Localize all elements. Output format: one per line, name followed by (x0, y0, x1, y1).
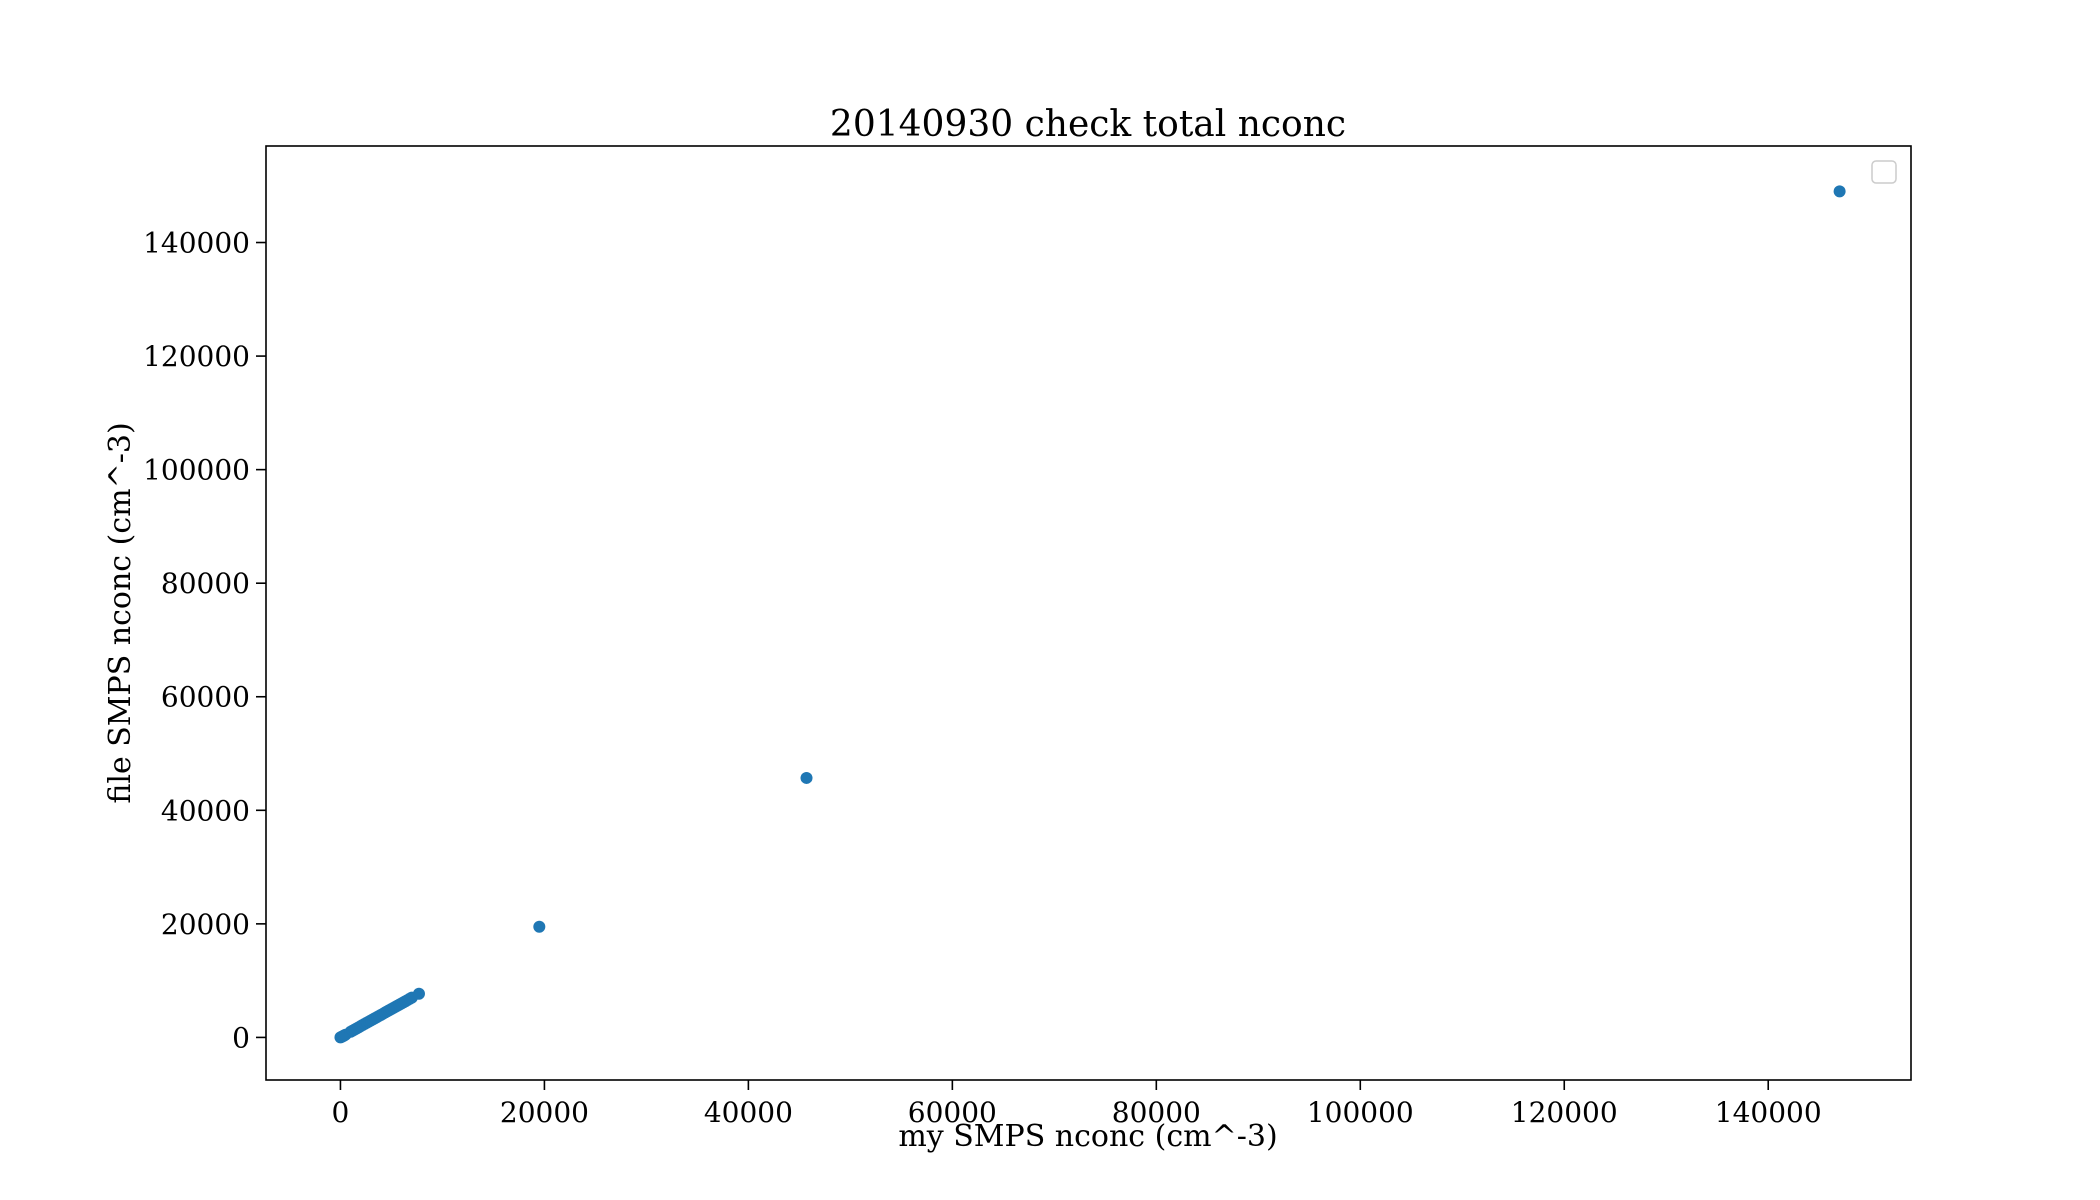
plot-area-frame (265, 145, 1912, 1081)
y-tick-label: 140000 (143, 227, 250, 260)
plot-marks (334, 185, 1846, 1044)
y-tick-label: 100000 (143, 454, 250, 487)
chart-title: 20140930 check total nconc (830, 104, 1346, 145)
x-axis-label: my SMPS nconc (cm^-3) (898, 1119, 1277, 1154)
y-tick-label: 80000 (161, 567, 250, 600)
x-tick-label: 100000 (1307, 1096, 1414, 1129)
scatter-point (1833, 185, 1846, 198)
x-tick-label: 0 (332, 1096, 350, 1129)
y-tick-label: 40000 (161, 794, 250, 827)
x-tick-label: 60000 (908, 1096, 997, 1129)
y-tick-label: 60000 (161, 681, 250, 714)
scatter-point (533, 920, 546, 933)
legend-box (1871, 160, 1897, 184)
scatter-point (800, 771, 813, 784)
y-tick-label: 0 (232, 1021, 250, 1054)
x-tick-label: 120000 (1511, 1096, 1618, 1129)
x-tick-label: 80000 (1112, 1096, 1201, 1129)
y-tick-label: 120000 (143, 340, 250, 373)
x-tick-label: 40000 (704, 1096, 793, 1129)
x-tick-label: 20000 (500, 1096, 589, 1129)
x-axis-ticks: 0 20000 40000 60000 80000 100000 120000 140000 (332, 1080, 1822, 1129)
x-tick-label: 140000 (1715, 1096, 1822, 1129)
y-axis-label: file SMPS nconc (cm^-3) (103, 422, 138, 803)
y-tick-label: 20000 (161, 908, 250, 941)
y-axis-ticks: 0 20000 40000 60000 80000 100000 120000 140000 (143, 227, 266, 1054)
scatter-point (412, 987, 425, 1000)
